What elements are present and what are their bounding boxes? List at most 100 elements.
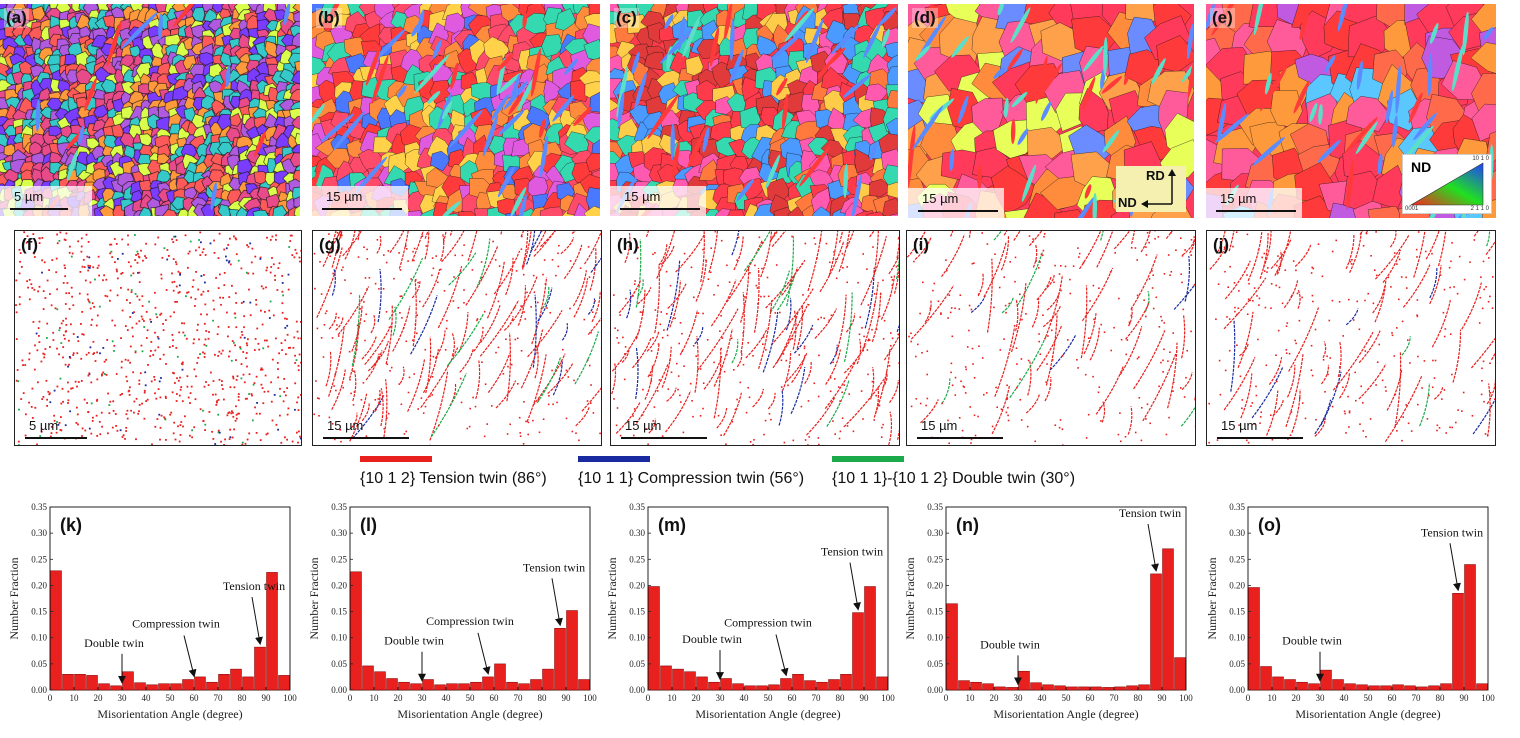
- y-axis-title: Number Fraction: [605, 557, 619, 639]
- x-tick-label: 30: [716, 693, 726, 703]
- panel-label: (h): [617, 235, 639, 254]
- bar: [470, 681, 482, 691]
- y-tick-label: 0.20: [1229, 580, 1245, 590]
- bar: [110, 685, 122, 691]
- bar: [1018, 670, 1030, 691]
- panel-label: (l): [360, 515, 377, 535]
- annotation-label: Double twin: [980, 637, 1040, 651]
- bar: [1248, 587, 1260, 691]
- x-tick-label: 30: [1014, 693, 1024, 703]
- histogram-k: 0.00 0.05 0.10 0.15 0.20 0.25 0.30 0.35 0 10 20 30 4…: [7, 502, 297, 721]
- x-tick-label: 10: [966, 693, 976, 703]
- y-tick-label: 0.20: [629, 580, 645, 590]
- bar: [518, 683, 530, 691]
- y-tick-label: 0.20: [331, 580, 347, 590]
- x-tick-label: 50: [1062, 693, 1072, 703]
- panel-label: (j): [1213, 235, 1230, 254]
- bar: [768, 684, 780, 691]
- annotation-arrow: [551, 578, 563, 627]
- bar: [732, 683, 744, 691]
- x-tick-label: 100: [583, 693, 597, 703]
- x-tick-label: 0: [944, 693, 949, 703]
- bar: [1114, 686, 1126, 691]
- x-tick-label: 50: [166, 693, 176, 703]
- bar: [958, 680, 970, 691]
- x-tick-label: 60: [190, 693, 200, 703]
- x-tick-label: 70: [812, 693, 822, 703]
- x-tick-label: 20: [692, 693, 702, 703]
- bar: [1416, 686, 1428, 691]
- bar: [1042, 684, 1054, 691]
- x-tick-label: 40: [1340, 693, 1350, 703]
- annotation-label: Tension twin: [523, 560, 585, 574]
- y-tick-label: 0.15: [331, 607, 347, 617]
- annotation-label: Tension twin: [1119, 506, 1181, 520]
- bar: [1078, 686, 1090, 691]
- bar: [242, 676, 254, 691]
- bar: [74, 674, 86, 691]
- twin-map-h: (h) 15 µm: [610, 230, 900, 446]
- annotation-label: Double twin: [384, 634, 444, 648]
- annotation-label: Double twin: [1282, 634, 1342, 648]
- scale-bar: 15 µm: [907, 415, 1003, 445]
- histogram-m: 0.00 0.05 0.10 0.15 0.20 0.25 0.30 0.35 0 10 20 30 4…: [605, 502, 895, 721]
- x-tick-label: 100: [881, 693, 895, 703]
- bar: [982, 683, 994, 691]
- annotation-label: Double twin: [682, 632, 742, 646]
- ebsd-map-a: (a) 5 µm: [0, 4, 300, 216]
- plot-frame: [349, 506, 591, 691]
- y-tick-label: 0.00: [331, 685, 347, 695]
- bar: [744, 685, 756, 691]
- histogram-l: 0.00 0.05 0.10 0.15 0.20 0.25 0.30 0.35 0 10 20 30 4…: [307, 502, 597, 721]
- y-axis-title: Number Fraction: [903, 557, 917, 639]
- y-tick-label: 0.05: [31, 659, 47, 669]
- bar: [230, 668, 242, 691]
- y-tick-label: 0.30: [629, 528, 645, 538]
- ipf-key-title: ND: [1411, 159, 1432, 175]
- bar: [1030, 682, 1042, 691]
- scale-bar-line: [1216, 210, 1296, 212]
- rd-label: RD: [1146, 168, 1165, 183]
- x-tick-label: 30: [1316, 693, 1326, 703]
- bar: [1174, 657, 1186, 691]
- x-tick-label: 40: [1038, 693, 1048, 703]
- bar: [50, 570, 62, 691]
- y-axis-title: Number Fraction: [307, 557, 321, 639]
- scale-bar: 15 µm: [1207, 415, 1303, 445]
- scale-bar: 15 µm: [908, 188, 1004, 218]
- bar: [542, 668, 554, 691]
- bar: [1150, 573, 1162, 691]
- annotation-label: Double twin: [84, 636, 144, 650]
- panel-label: (i): [913, 235, 930, 254]
- panel-label: (e): [1210, 8, 1235, 28]
- bar: [578, 679, 590, 691]
- bar: [1138, 684, 1150, 691]
- bar: [62, 674, 74, 691]
- panel-label: (f): [21, 235, 38, 254]
- annotation-arrow: [251, 597, 263, 646]
- y-tick-label: 0.30: [31, 528, 47, 538]
- bar: [1404, 685, 1416, 691]
- bar: [182, 679, 194, 691]
- y-tick-label: 0.10: [31, 633, 47, 643]
- scale-bar-text: 15 µm: [326, 189, 363, 204]
- scale-bar-text: 15 µm: [625, 418, 662, 433]
- orientation-map-graphic: [610, 4, 898, 216]
- x-tick-label: 70: [514, 693, 524, 703]
- bar: [434, 684, 446, 691]
- orientation-map-graphic: [0, 4, 300, 216]
- annotation-arrow: [849, 562, 861, 611]
- bar: [254, 646, 266, 691]
- x-tick-label: 40: [740, 693, 750, 703]
- y-tick-label: 0.25: [927, 554, 943, 564]
- x-tick-label: 40: [142, 693, 152, 703]
- bar: [828, 679, 840, 691]
- panel-label: (g): [319, 235, 341, 254]
- x-tick-label: 10: [370, 693, 380, 703]
- y-tick-label: 0.10: [331, 633, 347, 643]
- y-tick-label: 0.00: [927, 685, 943, 695]
- y-tick-label: 0.35: [629, 502, 645, 512]
- bar: [804, 680, 816, 691]
- annotation-arrow: [775, 634, 789, 677]
- y-tick-label: 0.05: [927, 659, 943, 669]
